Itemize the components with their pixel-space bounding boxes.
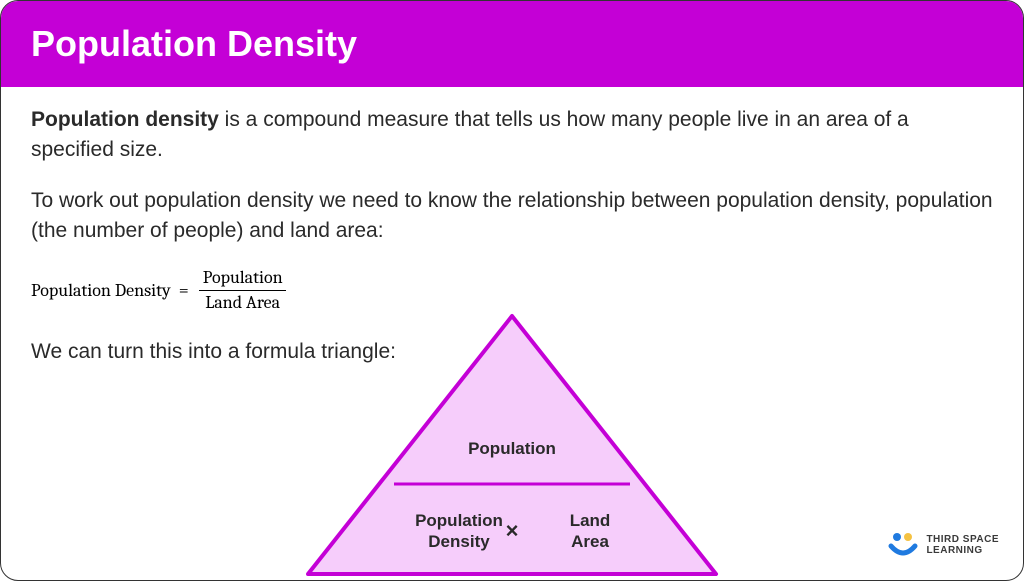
formula-lhs: Population Density [31,278,171,304]
brand-text: THIRD SPACE LEARNING [926,534,999,556]
formula-denominator: Land Area [199,290,286,315]
intro-paragraph: Population density is a compound measure… [31,105,993,166]
triangle-bottom-right-label: LandArea [550,510,630,553]
brand-line2: LEARNING [926,545,999,556]
formula-equals: = [179,278,189,304]
brand-line1: THIRD SPACE [926,534,999,545]
triangle-operator: × [506,517,519,545]
formula-triangle: Population PopulationDensity × LandArea [302,310,722,580]
triangle-bottom-left-label: PopulationDensity [404,510,514,553]
formula-fraction: Population Land Area [197,267,289,315]
formula-equation: Population Density = Population Land Are… [31,267,993,315]
intro-term: Population density [31,108,219,131]
logo-mark-icon [888,532,918,558]
header-bar: Population Density [1,1,1023,87]
page-title: Population Density [31,23,993,65]
formula-numerator: Population [197,267,289,291]
triangle-top-label: Population [468,438,556,459]
lesson-card: Population Density Population density is… [0,0,1024,581]
brand-logo: THIRD SPACE LEARNING [888,532,999,558]
relationship-paragraph: To work out population density we need t… [31,186,993,247]
